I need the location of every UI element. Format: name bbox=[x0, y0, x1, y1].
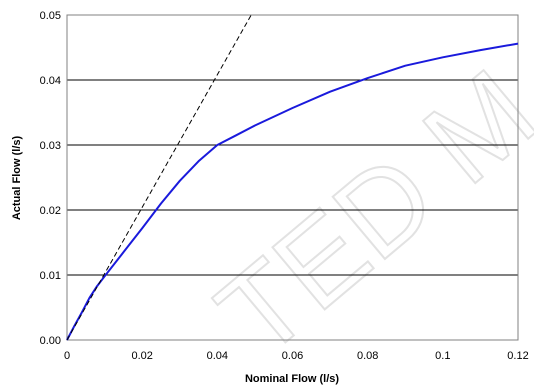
y-axis-title: Actual Flow (l/s) bbox=[11, 135, 23, 220]
x-tick-label: 0.12 bbox=[507, 350, 528, 362]
x-tick-label: 0.1 bbox=[435, 350, 450, 362]
y-tick-label: 0.00 bbox=[40, 335, 61, 347]
x-axis-title: Nominal Flow (l/s) bbox=[245, 373, 339, 385]
flow-series-line bbox=[66, 42, 519, 341]
x-tick-label: 0.04 bbox=[207, 350, 228, 362]
series-layer bbox=[66, 14, 519, 341]
y-tick-labels: 0.00 0.01 0.02 0.03 0.04 0.05 bbox=[40, 10, 61, 347]
watermark: TED M bbox=[194, 45, 534, 382]
y-tick-label: 0.02 bbox=[40, 205, 61, 217]
y-tick-label: 0.05 bbox=[40, 10, 61, 22]
y-tick-label: 0.03 bbox=[40, 140, 61, 152]
reference-dashed-line bbox=[66, 14, 252, 341]
x-tick-label: 0.06 bbox=[282, 350, 303, 362]
y-tick-label: 0.01 bbox=[40, 270, 61, 282]
x-tick-label: 0 bbox=[64, 350, 70, 362]
gridlines bbox=[67, 79, 518, 276]
plot-frame bbox=[66, 14, 519, 341]
x-tick-labels: 0 0.02 0.04 0.06 0.08 0.1 0.12 bbox=[64, 350, 529, 362]
x-tick-label: 0.08 bbox=[357, 350, 378, 362]
y-tick-label: 0.04 bbox=[40, 75, 61, 87]
x-tick-label: 0.02 bbox=[131, 350, 152, 362]
